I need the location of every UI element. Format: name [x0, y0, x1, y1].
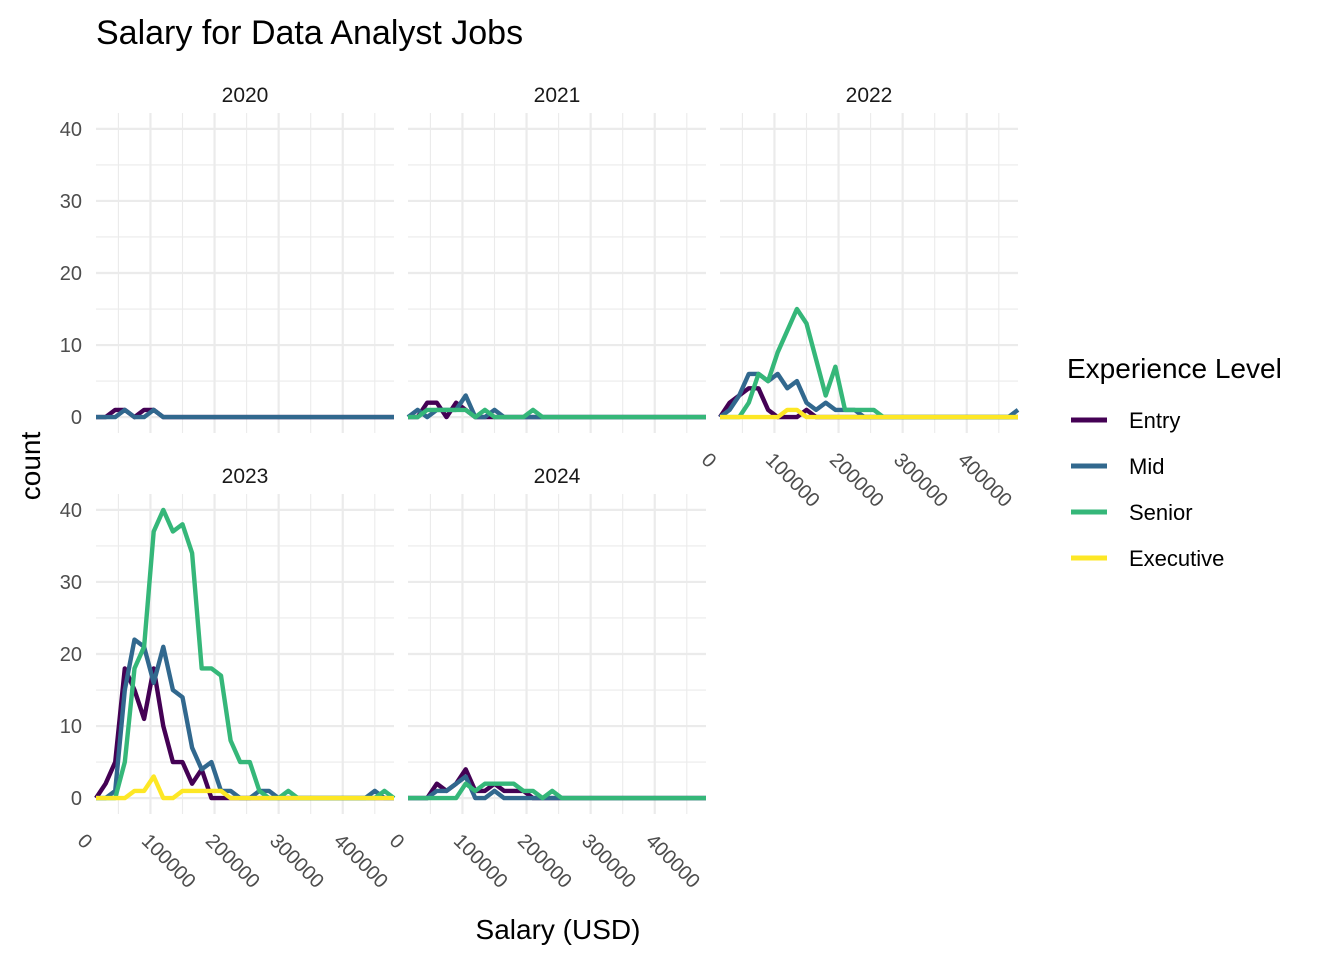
legend-item-senior: Senior [1071, 500, 1193, 525]
x-tick-label: 400000 [953, 449, 1016, 512]
y-tick-label: 40 [60, 500, 82, 522]
series-line-entry [94, 666, 394, 801]
legend-item-entry: Entry [1071, 408, 1180, 433]
x-tick-label: 300000 [889, 449, 952, 512]
y-tick-label: 0 [71, 788, 82, 810]
x-tick-label: 100000 [761, 449, 824, 512]
x-tick-label: 400000 [641, 830, 704, 893]
series-line-executive [96, 774, 394, 801]
panel-2020: 2020 0 10 20 30 40 [60, 84, 394, 433]
series-line-senior [408, 407, 706, 420]
y-tick-label: 10 [60, 716, 82, 738]
legend-label: Mid [1129, 454, 1164, 479]
y-tick-label: 20 [60, 644, 82, 666]
facet-label: 2020 [222, 84, 269, 107]
facet-label: 2023 [222, 465, 269, 488]
legend-label: Entry [1129, 408, 1180, 433]
panel-2022: 2022 0 100000 200000 300000 400000 [697, 84, 1020, 512]
x-tick-label: 0 [385, 830, 408, 853]
y-tick-label: 20 [60, 263, 82, 285]
x-tick-label: 200000 [513, 830, 576, 893]
x-tick-label: 400000 [329, 830, 392, 893]
panel-2021: 2021 [406, 84, 706, 433]
x-tick-label: 0 [697, 449, 720, 472]
x-tick-label: 100000 [449, 830, 512, 893]
y-tick-label: 30 [60, 572, 82, 594]
y-tick-label: 40 [60, 119, 82, 141]
series-line-executive [720, 407, 1018, 420]
series-line-mid [96, 407, 394, 420]
chart-title: Salary for Data Analyst Jobs [96, 14, 523, 52]
x-tick-label: 0 [73, 830, 96, 853]
x-tick-label: 300000 [265, 830, 328, 893]
x-axis-title: Salary (USD) [476, 914, 641, 945]
x-tick-label: 200000 [201, 830, 264, 893]
legend: Experience Level Entry Mid Senior Executive [1067, 353, 1282, 571]
facet-label: 2024 [534, 465, 581, 488]
x-tick-label: 200000 [825, 449, 888, 512]
legend-label: Executive [1129, 546, 1224, 571]
facet-label: 2021 [534, 84, 581, 107]
x-tick-label: 100000 [137, 830, 200, 893]
facet-label: 2022 [846, 84, 893, 107]
x-tick-label: 300000 [577, 830, 640, 893]
series-line-entry [718, 386, 1018, 420]
series-line-mid [96, 637, 394, 801]
legend-item-executive: Executive [1071, 546, 1224, 571]
series-line-senior [408, 781, 706, 801]
panel-2023: 2023 0 10 20 30 40 0 100000 200000 300000 400000 [60, 465, 396, 893]
y-axis-title: count [15, 432, 46, 501]
y-tick-label: 30 [60, 191, 82, 213]
legend-title: Experience Level [1067, 353, 1282, 384]
y-tick-label: 10 [60, 335, 82, 357]
panel-2024: 2024 0 100000 200000 300000 400000 [385, 465, 706, 893]
legend-item-mid: Mid [1071, 454, 1164, 479]
y-tick-label: 0 [71, 407, 82, 429]
legend-label: Senior [1129, 500, 1193, 525]
